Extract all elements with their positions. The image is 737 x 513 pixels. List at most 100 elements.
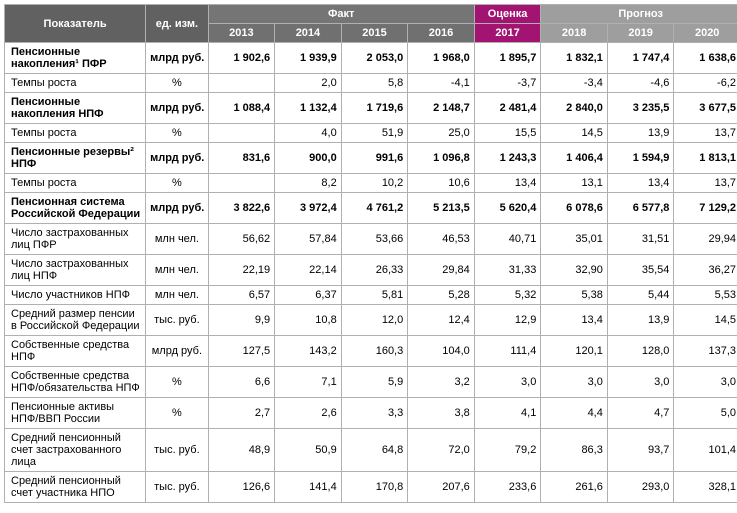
cell-value: 48,9 (208, 429, 275, 472)
cell-value (208, 174, 275, 193)
table-row: Собственные средства НПФмлрд руб.127,514… (5, 336, 737, 367)
cell-value: 5,9 (341, 367, 408, 398)
cell-value: 3 822,6 (208, 193, 275, 224)
cell-value: 3,0 (674, 367, 737, 398)
cell-value: 1 832,1 (541, 43, 608, 74)
cell-value: 6,6 (208, 367, 275, 398)
cell-value: 2,6 (275, 398, 342, 429)
row-label: Средний размер пенсии в Российской Федер… (5, 305, 146, 336)
cell-value: 5 213,5 (408, 193, 475, 224)
row-label: Собственные средства НПФ (5, 336, 146, 367)
cell-value: 10,6 (408, 174, 475, 193)
row-unit: тыс. руб. (146, 429, 209, 472)
cell-value: 143,2 (275, 336, 342, 367)
cell-value: 56,62 (208, 224, 275, 255)
cell-value: 5 620,4 (474, 193, 541, 224)
row-label: Пенсионные накопления НПФ (5, 93, 146, 124)
table-row: Пенсионные резервы² НПФмлрд руб.831,6900… (5, 143, 737, 174)
cell-value: 5,44 (607, 286, 674, 305)
cell-value: 2 481,4 (474, 93, 541, 124)
row-unit: млн чел. (146, 286, 209, 305)
cell-value: 14,5 (541, 124, 608, 143)
cell-value: 111,4 (474, 336, 541, 367)
cell-value: 13,4 (607, 174, 674, 193)
table-row: Собственные средства НПФ/обязательства Н… (5, 367, 737, 398)
cell-value: 4,7 (607, 398, 674, 429)
cell-value: 120,1 (541, 336, 608, 367)
row-unit: % (146, 367, 209, 398)
cell-value: 15,5 (474, 124, 541, 143)
row-label: Пенсионные накопления¹ ПФР (5, 43, 146, 74)
table-row: Число участников НПФмлн чел.6,576,375,81… (5, 286, 737, 305)
cell-value: 207,6 (408, 472, 475, 503)
row-label: Число застрахованных лиц ПФР (5, 224, 146, 255)
cell-value: 1 406,4 (541, 143, 608, 174)
cell-value: 6 078,6 (541, 193, 608, 224)
year-2014: 2014 (275, 24, 342, 43)
cell-value: -3,7 (474, 74, 541, 93)
cell-value: 3,0 (607, 367, 674, 398)
year-2016: 2016 (408, 24, 475, 43)
cell-value: 4,4 (541, 398, 608, 429)
cell-value: 3,0 (474, 367, 541, 398)
cell-value: 5,53 (674, 286, 737, 305)
table-row: Число застрахованных лиц ПФРмлн чел.56,6… (5, 224, 737, 255)
cell-value: 5,0 (674, 398, 737, 429)
row-unit: тыс. руб. (146, 305, 209, 336)
row-unit: тыс. руб. (146, 472, 209, 503)
cell-value: 51,9 (341, 124, 408, 143)
table-row: Средний размер пенсии в Российской Федер… (5, 305, 737, 336)
cell-value: 25,0 (408, 124, 475, 143)
cell-value: 1 088,4 (208, 93, 275, 124)
cell-value: 12,0 (341, 305, 408, 336)
cell-value: 35,54 (607, 255, 674, 286)
cell-value: 261,6 (541, 472, 608, 503)
row-label: Средний пенсионный счет участника НПО (5, 472, 146, 503)
cell-value: 126,6 (208, 472, 275, 503)
cell-value: 10,2 (341, 174, 408, 193)
year-2020: 2020 (674, 24, 737, 43)
cell-value: 160,3 (341, 336, 408, 367)
table-row: Средний пенсионный счет участника НПОтыс… (5, 472, 737, 503)
cell-value: 1 132,4 (275, 93, 342, 124)
cell-value: 2 840,0 (541, 93, 608, 124)
row-label: Темпы роста (5, 74, 146, 93)
cell-value: 13,9 (607, 124, 674, 143)
cell-value (208, 74, 275, 93)
cell-value: 3,0 (541, 367, 608, 398)
pension-table: Показатель ед. изм. Факт Оценка Прогноз … (4, 4, 737, 503)
cell-value: 2 148,7 (408, 93, 475, 124)
cell-value: 12,4 (408, 305, 475, 336)
row-label: Темпы роста (5, 174, 146, 193)
cell-value: 31,51 (607, 224, 674, 255)
year-2015: 2015 (341, 24, 408, 43)
cell-value: 2,0 (275, 74, 342, 93)
table-row: Пенсионные накопления НПФмлрд руб.1 088,… (5, 93, 737, 124)
cell-value: 22,19 (208, 255, 275, 286)
cell-value: 13,9 (607, 305, 674, 336)
cell-value: 1 243,3 (474, 143, 541, 174)
cell-value: 8,2 (275, 174, 342, 193)
cell-value: 1 719,6 (341, 93, 408, 124)
table-row: Темпы роста%8,210,210,613,413,113,413,7 (5, 174, 737, 193)
cell-value: 101,4 (674, 429, 737, 472)
row-label: Пенсионные резервы² НПФ (5, 143, 146, 174)
cell-value: 13,1 (541, 174, 608, 193)
cell-value: -4,1 (408, 74, 475, 93)
cell-value: 64,8 (341, 429, 408, 472)
cell-value: 293,0 (607, 472, 674, 503)
cell-value: 3,8 (408, 398, 475, 429)
cell-value: 233,6 (474, 472, 541, 503)
cell-value: 3 235,5 (607, 93, 674, 124)
cell-value: 13,4 (541, 305, 608, 336)
cell-value: 40,71 (474, 224, 541, 255)
cell-value: 29,94 (674, 224, 737, 255)
row-unit: % (146, 74, 209, 93)
cell-value: 328,1 (674, 472, 737, 503)
col-unit: ед. изм. (146, 5, 209, 43)
cell-value: 93,7 (607, 429, 674, 472)
year-2017: 2017 (474, 24, 541, 43)
cell-value: 35,01 (541, 224, 608, 255)
cell-value: 7,1 (275, 367, 342, 398)
cell-value: 6,57 (208, 286, 275, 305)
